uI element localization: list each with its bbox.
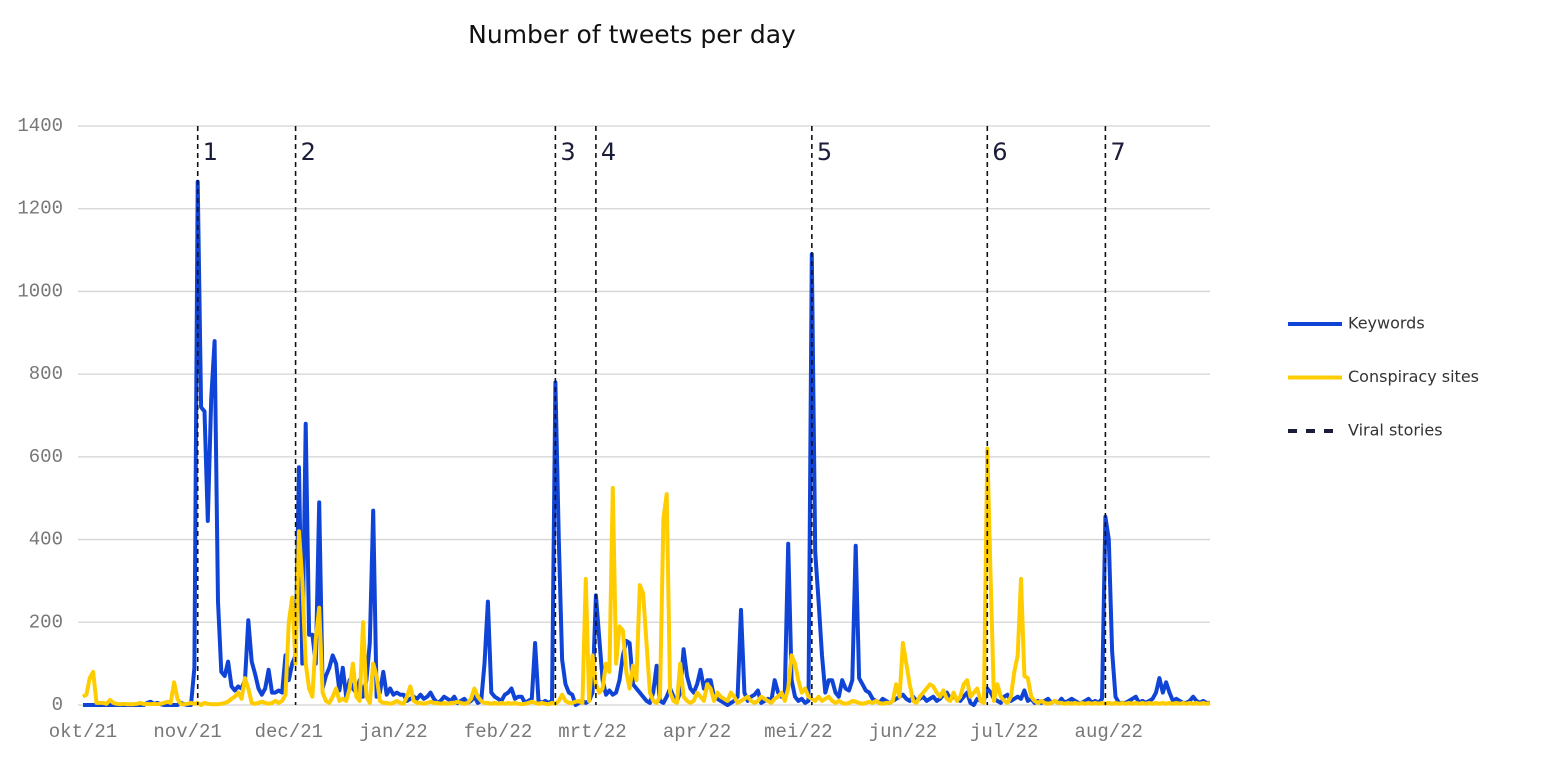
y-tick-label: 200 [29, 611, 63, 633]
x-tick-label: apr/22 [663, 721, 731, 743]
legend-label: Conspiracy sites [1348, 367, 1479, 386]
x-tick-label: jan/22 [359, 721, 427, 743]
viral-story-label: 4 [601, 138, 616, 166]
viral-story-label: 5 [817, 138, 832, 166]
legend-label: Keywords [1348, 314, 1425, 333]
line-series [81, 446, 1211, 707]
x-tick-label: jul/22 [970, 721, 1038, 743]
viral-story-label: 6 [992, 138, 1007, 166]
y-tick-label: 1200 [17, 198, 63, 220]
viral-story-label: 3 [560, 138, 575, 166]
x-tick-label: nov/21 [153, 721, 221, 743]
x-tick-label: okt/21 [49, 721, 117, 743]
legend-label: Viral stories [1348, 421, 1443, 440]
y-tick-label: 800 [29, 363, 63, 385]
chart-title: Number of tweets per day [468, 20, 796, 49]
viral-story-label: 1 [203, 138, 218, 166]
viral-story-label: 2 [301, 138, 316, 166]
viral-story-label: 7 [1110, 138, 1125, 166]
y-tick-label: 1000 [17, 280, 63, 302]
x-tick-label: dec/21 [255, 721, 323, 743]
line-series [83, 179, 1210, 707]
x-tick-label: mei/22 [764, 721, 832, 743]
x-tick-label: mrt/22 [558, 721, 626, 743]
x-tick-label: feb/22 [464, 721, 532, 743]
y-tick-label: 600 [29, 446, 63, 468]
y-tick-label: 400 [29, 529, 63, 551]
x-tick-label: jun/22 [869, 721, 937, 743]
y-tick-label: 0 [52, 694, 63, 716]
x-tick-label: aug/22 [1075, 721, 1143, 743]
y-tick-label: 1400 [17, 115, 63, 137]
